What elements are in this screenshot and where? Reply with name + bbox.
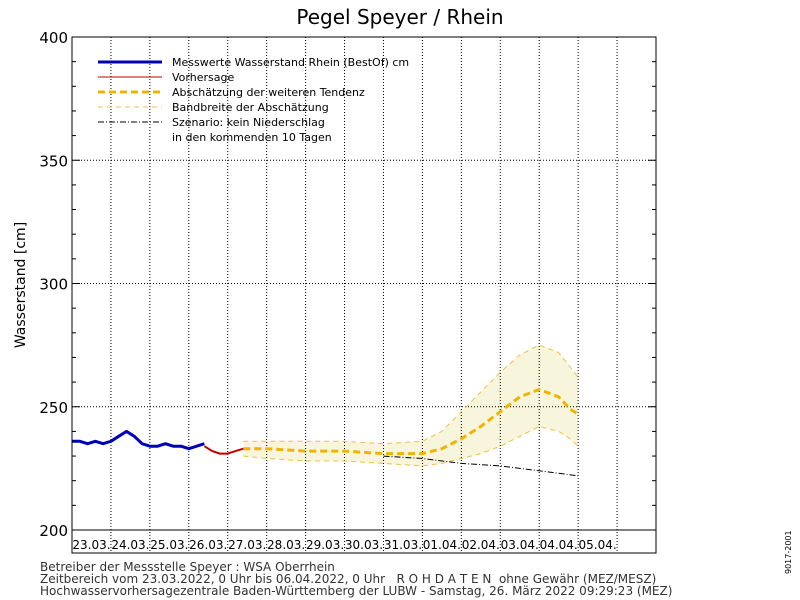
x-tick-label: 05.04. [579,538,617,552]
legend-label-scenario-line2: in den kommenden 10 Tagen [172,131,332,144]
legend-label-forecast: Vorhersage [172,71,234,84]
footer-time-range: Zeitbereich vom 23.03.2022, 0 Uhr bis 06… [40,572,657,586]
measured-line [72,429,205,451]
footer-publisher: Hochwasservorhersagezentrale Baden-Württ… [40,584,673,598]
x-tick-label: 28.03. [267,538,305,552]
forecast-line [203,445,244,455]
legend-label-measured: Messwerte Wasserstand Rhein (BestOf) cm [172,56,409,69]
legend-label-tendency: Abschätzung der weiteren Tendenz [172,86,365,99]
band-fill [243,345,579,466]
y-axis-label: Wasserstand [cm] [13,222,29,348]
x-tick-label: 26.03. [189,538,227,552]
legend: Messwerte Wasserstand Rhein (BestOf) cm V… [98,56,409,144]
y-tick-label: 200 [39,522,68,540]
band-lower-line [243,425,579,467]
x-tick-label: 31.03. [384,538,422,552]
y-tick-label: 250 [39,399,68,417]
footer-operator: Betreiber der Messstelle Speyer : WSA Ob… [40,560,335,574]
x-tick-label: 04.04. [540,538,578,552]
x-tick-label: 02.04. [462,538,500,552]
legend-label-band: Bandbreite der Abschätzung [172,101,329,114]
chart-title: Pegel Speyer / Rhein [296,5,503,29]
x-tick-label: 01.04. [423,538,461,552]
tendency-line [243,387,579,456]
x-tick-label: 30.03. [345,538,383,552]
x-tick-label: 23.03. [72,538,110,552]
x-tick-label: 25.03. [150,538,188,552]
x-tick-label: 27.03. [228,538,266,552]
band-upper-line [243,344,579,445]
y-tick-label: 400 [39,29,68,47]
plot-frame [71,36,657,554]
y-tick-label: 350 [39,152,68,170]
x-tick-label: 03.04. [501,538,539,552]
legend-label-scenario: Szenario: kein Niederschlag [172,116,325,129]
side-code: 9017-2001 [784,530,793,574]
x-tick-label: 29.03. [306,538,344,552]
y-tick-label: 300 [39,276,68,294]
x-tick-label: 24.03. [111,538,149,552]
